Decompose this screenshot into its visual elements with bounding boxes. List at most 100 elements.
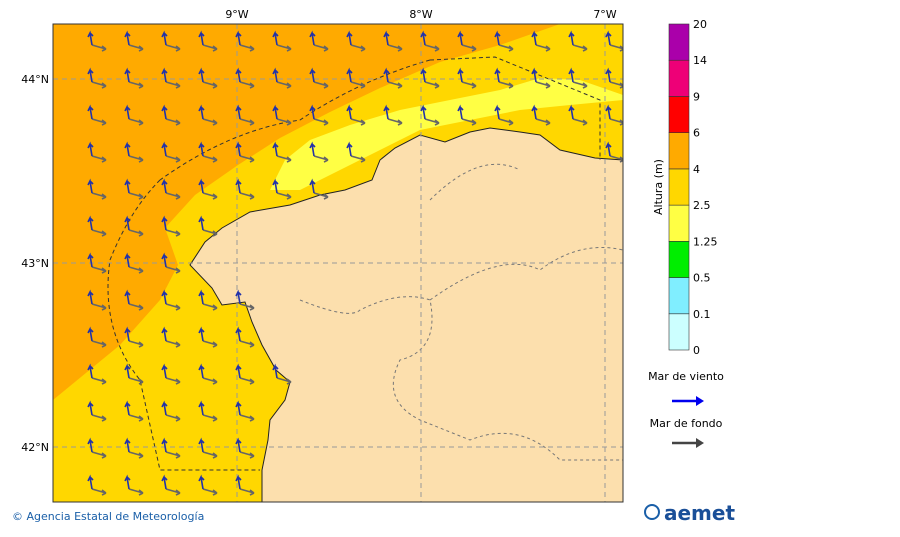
swell-arrow xyxy=(350,81,366,89)
wind-arrow xyxy=(124,437,131,453)
swell-arrow xyxy=(276,155,292,163)
swell-arrow xyxy=(128,229,144,237)
swell-arrow xyxy=(128,377,144,385)
lat-label: 43°N xyxy=(21,257,49,270)
wind-arrow xyxy=(235,400,242,416)
swell-arrow xyxy=(91,303,107,311)
swell-arrow xyxy=(239,81,255,89)
wind-arrow xyxy=(161,215,168,231)
swell-arrow xyxy=(165,303,181,311)
wind-arrow xyxy=(457,104,464,120)
wind-arrow xyxy=(309,104,316,120)
wind-arrow xyxy=(198,326,205,342)
swell-arrow xyxy=(239,414,255,422)
wind-arrow xyxy=(605,30,612,46)
swell-arrow xyxy=(276,118,292,126)
wind-arrow xyxy=(494,104,501,120)
swell-arrow xyxy=(91,488,107,496)
wind-arrow xyxy=(161,252,168,268)
swell-arrow xyxy=(165,155,181,163)
wind-arrow xyxy=(235,437,242,453)
swell-arrow xyxy=(202,155,218,163)
swell-arrow xyxy=(202,414,218,422)
swell-arrow xyxy=(535,118,551,126)
wind-arrow xyxy=(457,30,464,46)
wind-arrow xyxy=(87,67,94,83)
wind-arrow xyxy=(383,104,390,120)
swell-arrow xyxy=(572,44,588,52)
wind-sea-arrowhead xyxy=(696,396,704,406)
wind-arrow xyxy=(87,363,94,379)
wind-arrow xyxy=(235,289,242,305)
colorbar-segment xyxy=(668,96,690,133)
wind-arrow xyxy=(124,289,131,305)
wind-arrow xyxy=(420,104,427,120)
swell-arrow xyxy=(128,414,144,422)
wind-arrow xyxy=(309,67,316,83)
wind-arrow xyxy=(235,363,242,379)
colorbar-segment xyxy=(668,241,690,278)
legend-label: Mar de fondo xyxy=(650,417,723,430)
swell-arrow xyxy=(498,118,514,126)
colorbar-label: 1.25 xyxy=(693,235,718,248)
swell-arrow xyxy=(498,44,514,52)
wind-arrow xyxy=(198,141,205,157)
wind-arrow xyxy=(605,67,612,83)
swell-arrow xyxy=(350,118,366,126)
map-frame xyxy=(52,23,624,503)
colorbar-segment xyxy=(668,23,690,61)
swell-arrow xyxy=(128,266,144,274)
swell-arrow xyxy=(313,44,329,52)
wind-arrow xyxy=(531,30,538,46)
swell-arrow xyxy=(165,266,181,274)
wind-arrow xyxy=(494,67,501,83)
wind-arrow xyxy=(161,178,168,194)
lat-label: 42°N xyxy=(21,441,49,454)
swell-arrow xyxy=(609,81,623,89)
swell-arrow xyxy=(165,340,181,348)
swell-arrow xyxy=(239,340,255,348)
swell-arrow xyxy=(165,488,181,496)
swell-arrow xyxy=(128,155,144,163)
swell-arrow xyxy=(350,44,366,52)
swell-arrow xyxy=(91,81,107,89)
swell-arrow xyxy=(165,377,181,385)
wind-arrow xyxy=(87,474,94,490)
wind-arrow xyxy=(198,474,205,490)
wind-arrow xyxy=(87,326,94,342)
swell-arrow xyxy=(276,44,292,52)
swell-arrow xyxy=(91,340,107,348)
swell-arrow xyxy=(276,192,292,200)
swell-arrow xyxy=(91,192,107,200)
swell-arrow xyxy=(128,44,144,52)
wind-arrow xyxy=(198,215,205,231)
colorbar-label: 4 xyxy=(693,163,700,176)
swell-arrow xyxy=(128,303,144,311)
swell-arrow xyxy=(424,81,440,89)
swell-arrow xyxy=(572,81,588,89)
lon-label: 9°W xyxy=(225,8,248,21)
swell-arrow xyxy=(91,118,107,126)
wind-arrow xyxy=(198,178,205,194)
colorbar-label: 0 xyxy=(693,344,700,357)
colorbar-label: 6 xyxy=(693,127,700,140)
swell-arrow xyxy=(165,44,181,52)
wind-arrow xyxy=(87,289,94,305)
sea-1.25-2.5m xyxy=(270,78,623,190)
swell-arrow xyxy=(202,377,218,385)
wind-arrow xyxy=(198,67,205,83)
swell-arrow xyxy=(165,118,181,126)
swell-arrow xyxy=(461,44,477,52)
wind-arrow xyxy=(272,363,279,379)
swell-arrowhead xyxy=(696,438,704,448)
wind-arrow xyxy=(87,178,94,194)
wind-arrow xyxy=(568,30,575,46)
swell-arrow xyxy=(276,377,292,385)
wind-arrow xyxy=(124,215,131,231)
swell-arrow xyxy=(202,192,218,200)
wind-arrow xyxy=(124,104,131,120)
swell-arrow xyxy=(91,229,107,237)
swell-arrow xyxy=(498,81,514,89)
wind-arrow xyxy=(161,363,168,379)
wind-arrow xyxy=(235,104,242,120)
